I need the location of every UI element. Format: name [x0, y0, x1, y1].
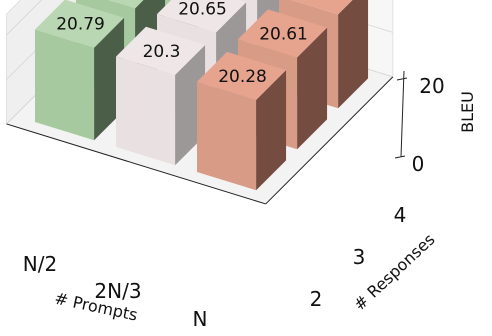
bar-front-face	[116, 56, 176, 166]
bar-value-label: 20.79	[56, 15, 105, 35]
bar	[116, 26, 206, 166]
bar-side-face	[338, 0, 369, 109]
x-tick-label: N	[193, 307, 208, 331]
bar-value-label: 20.65	[178, 0, 227, 19]
bar-side-face	[297, 27, 328, 150]
bar-value-label: 20.3	[143, 42, 181, 62]
x-tick-label: 2N/3	[94, 279, 141, 303]
bar-front-face	[197, 81, 257, 191]
y-tick-label: 4	[394, 203, 407, 227]
bar-side-face	[256, 70, 287, 191]
bar-top-face	[157, 0, 247, 33]
y-tick-label: 2	[310, 287, 323, 311]
bar	[197, 51, 287, 191]
z-tick-mark	[394, 155, 406, 159]
z-tick-mark	[396, 77, 408, 81]
z-tick-label: 0	[412, 152, 425, 176]
x-axis-line	[6, 123, 266, 205]
bar-value-label: 20.61	[259, 24, 308, 44]
bar-top-face	[197, 51, 287, 101]
z-axis-label: BLEU	[458, 91, 477, 133]
bar	[35, 0, 125, 141]
bar-top-face	[291, 0, 353, 15]
bar-top-face	[116, 26, 206, 75]
bars-group	[35, 0, 369, 191]
value-labels-group: 21.0520.4821.0920.4320.6520.6120.7920.32…	[56, 0, 349, 87]
z-tick-label: 20	[419, 74, 444, 98]
bar-top-face	[108, 0, 144, 9]
y-axis-line	[265, 76, 394, 205]
y-tick-label: 3	[353, 245, 366, 269]
bar-value-label: 21.09	[300, 0, 349, 1]
bar-front-face	[35, 29, 95, 141]
bar-top-face	[35, 0, 125, 48]
x-tick-label: N/2	[23, 252, 57, 276]
y-axis-label: # Responses	[350, 230, 439, 315]
bar-top-face	[238, 9, 328, 58]
z-axis-line	[400, 70, 405, 158]
bar-value-label: 20.28	[218, 67, 267, 87]
